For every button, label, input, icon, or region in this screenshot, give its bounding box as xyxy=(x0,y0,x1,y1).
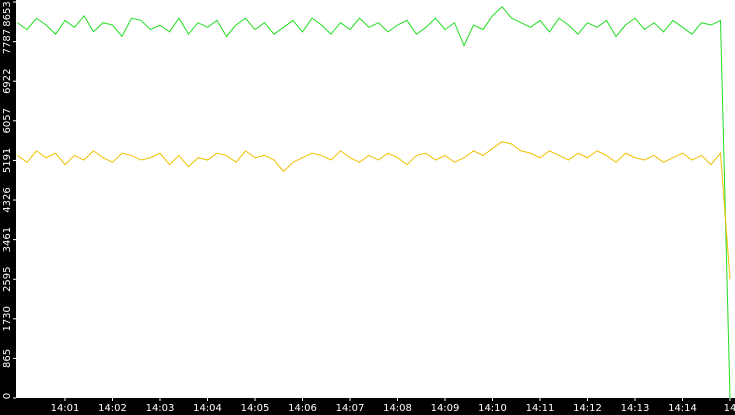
x-tick-label: 14:13 xyxy=(621,403,650,414)
x-axis-band xyxy=(0,398,735,415)
series-line xyxy=(17,5,731,399)
y-tick-label: 4326 xyxy=(2,187,13,212)
series-line xyxy=(17,141,731,280)
x-tick-label: 14:04 xyxy=(193,403,222,414)
y-tick-label: 0 xyxy=(2,393,13,399)
y-axis-band xyxy=(0,0,16,415)
x-tick-label: 14:01 xyxy=(51,403,80,414)
x-tick-label: 14:10 xyxy=(478,403,507,414)
x-tick-label: 14:05 xyxy=(241,403,270,414)
x-tick-label: 14:08 xyxy=(383,403,412,414)
y-tick-label: 8653 xyxy=(2,1,13,26)
y-tick-label: 865 xyxy=(2,349,13,368)
y-tick-label: 1730 xyxy=(2,306,13,331)
y-tick-label: 6922 xyxy=(2,68,13,93)
x-tick-label: 14:03 xyxy=(146,403,175,414)
x-tick-label: 14:11 xyxy=(526,403,555,414)
y-tick-label: 5191 xyxy=(2,148,13,173)
x-tick-label: 14:07 xyxy=(336,403,365,414)
x-tick-label: 14:02 xyxy=(98,403,127,414)
y-tick-label: 6057 xyxy=(2,108,13,133)
x-tick-label: 14:14 xyxy=(668,403,697,414)
y-tick-label: 3461 xyxy=(2,227,13,252)
x-tick-label: 14:09 xyxy=(431,403,460,414)
y-tick-label: 7787 xyxy=(2,29,13,54)
x-tick-label: 14:06 xyxy=(288,403,317,414)
x-tick-label: 14 xyxy=(724,403,735,414)
x-tick-label: 14:12 xyxy=(573,403,602,414)
y-tick-label: 2595 xyxy=(2,267,13,292)
